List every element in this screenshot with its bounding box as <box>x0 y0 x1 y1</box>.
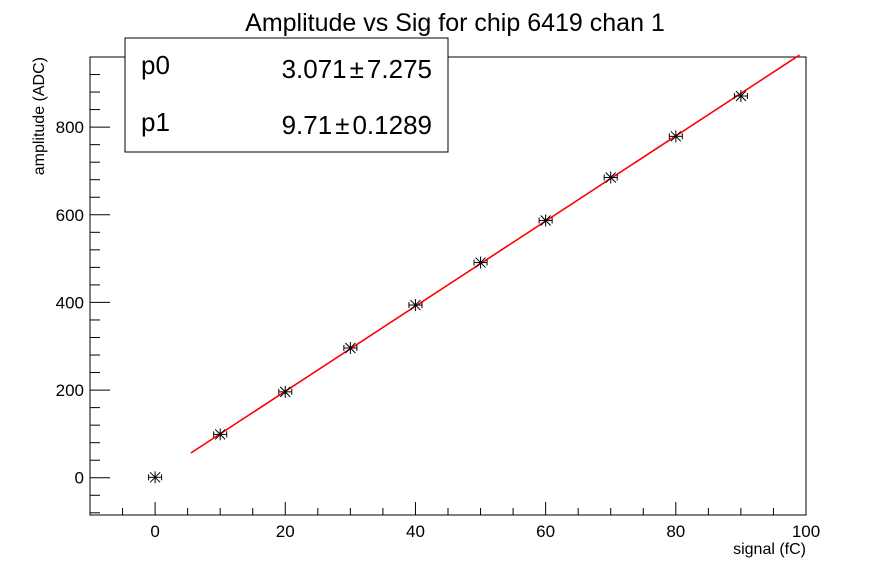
x-tick-label: 0 <box>150 522 159 541</box>
x-tick-label: 100 <box>792 522 820 541</box>
y-axis: 0 200 400 600 800 <box>56 56 110 514</box>
fit-stats-box: p0 3.071 ±7.275 p1 9.71 ±0.1289 <box>124 37 449 153</box>
data-points-layer <box>148 90 748 484</box>
y-tick-label: 400 <box>56 293 84 312</box>
x-axis: 0 20 40 60 80 100 <box>89 502 820 541</box>
x-axis-title: signal (fC) <box>733 541 806 558</box>
stat-p0-pm: ± <box>350 54 364 84</box>
data-point <box>473 256 488 269</box>
y-axis-title: amplitude (ADC) <box>31 57 48 175</box>
stat-value-p0: 3.071 ±7.275 <box>282 54 432 84</box>
y-tick-label: 800 <box>56 118 84 137</box>
stat-p1-value: 9.71 <box>282 110 333 140</box>
data-point <box>278 385 293 398</box>
x-tick-label: 40 <box>406 522 425 541</box>
fit-line-layer <box>190 54 800 454</box>
fit-line <box>190 54 800 454</box>
chart-title: Amplitude vs Sig for chip 6419 chan 1 <box>245 9 665 37</box>
stat-value-p1: 9.71 ±0.1289 <box>282 110 432 140</box>
x-tick-label: 20 <box>276 522 295 541</box>
stat-name-p0: p0 <box>141 50 170 80</box>
data-point <box>408 299 423 312</box>
y-tick-label: 600 <box>56 206 84 225</box>
y-tick-label: 0 <box>75 469 84 488</box>
data-point <box>538 214 553 227</box>
stat-name-p1: p1 <box>141 107 170 137</box>
stat-p1-error: 0.1289 <box>352 110 432 140</box>
stat-p0-value: 3.071 <box>282 54 347 84</box>
data-point <box>343 342 358 355</box>
data-point <box>733 90 748 103</box>
x-tick-label: 60 <box>536 522 555 541</box>
fit-stats-box-frame <box>124 37 449 153</box>
stat-p1-pm: ± <box>335 110 349 140</box>
data-point <box>148 471 163 484</box>
data-point <box>603 171 618 184</box>
y-tick-label: 200 <box>56 381 84 400</box>
data-point <box>213 428 228 441</box>
data-point <box>668 130 683 143</box>
x-tick-label: 80 <box>666 522 685 541</box>
stat-p0-error: 7.275 <box>367 54 432 84</box>
